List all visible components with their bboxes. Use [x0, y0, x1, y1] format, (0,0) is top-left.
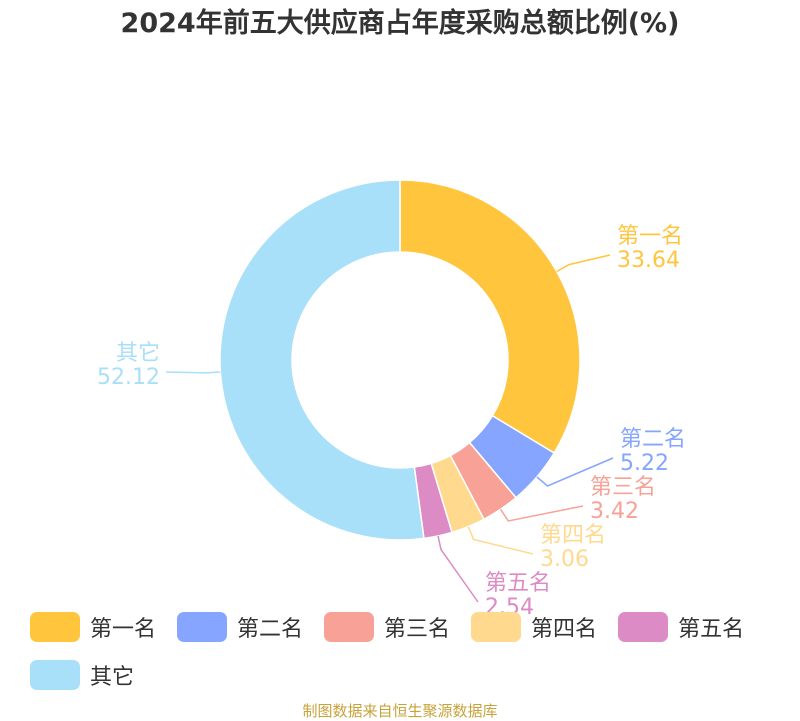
slice-value-3: 3.42	[590, 499, 639, 524]
leader-line-6	[165, 371, 221, 374]
slice-1[interactable]	[399, 179, 581, 455]
legend-swatch	[471, 612, 522, 642]
slice-label-5: 第五名	[485, 571, 551, 596]
legend-label: 第四名	[531, 617, 598, 642]
legend-item-6[interactable]: 其它	[30, 658, 134, 692]
leader-line-3	[499, 505, 584, 522]
slice-label-4: 第四名	[540, 523, 606, 548]
leader-line-1	[556, 254, 611, 273]
legend-item-5[interactable]: 第五名	[618, 610, 744, 644]
slice-value-1: 33.64	[617, 248, 680, 273]
slice-label-2: 第二名	[620, 427, 686, 452]
legend-label: 其它	[90, 665, 135, 690]
slice-6[interactable]	[219, 179, 425, 541]
legend-swatch	[30, 612, 80, 642]
legend-item-4[interactable]: 第四名	[471, 610, 597, 644]
legend-label: 第一名	[90, 617, 157, 642]
leader-line-4	[467, 526, 534, 555]
leader-line-2	[536, 457, 614, 487]
slice-value-4: 3.06	[540, 547, 589, 572]
legend-swatch	[618, 612, 669, 642]
slice-label-6: 其它	[116, 341, 160, 366]
legend-item-2[interactable]: 第二名	[177, 610, 303, 644]
slice-label-3: 第三名	[590, 475, 656, 500]
legend-label: 第二名	[237, 617, 304, 642]
legend-item-3[interactable]: 第三名	[324, 610, 450, 644]
legend-swatch	[30, 660, 80, 690]
slice-value-2: 5.22	[620, 451, 669, 476]
legend-swatch	[177, 612, 228, 642]
slice-label-1: 第一名	[617, 224, 683, 249]
leader-line-5	[437, 535, 479, 603]
legend: 第一名 第二名 第三名 第四名 第五名其它	[30, 610, 790, 706]
legend-item-1[interactable]: 第一名	[30, 610, 156, 644]
chart-title: 2024年前五大供应商占年度采购总额比例(%)	[120, 8, 680, 39]
source-note: 制图数据来自恒生聚源数据库	[302, 702, 498, 720]
legend-swatch	[324, 612, 375, 642]
legend-label: 第三名	[384, 617, 451, 642]
legend-label: 第五名	[678, 617, 745, 642]
slice-value-6: 52.12	[97, 365, 160, 390]
